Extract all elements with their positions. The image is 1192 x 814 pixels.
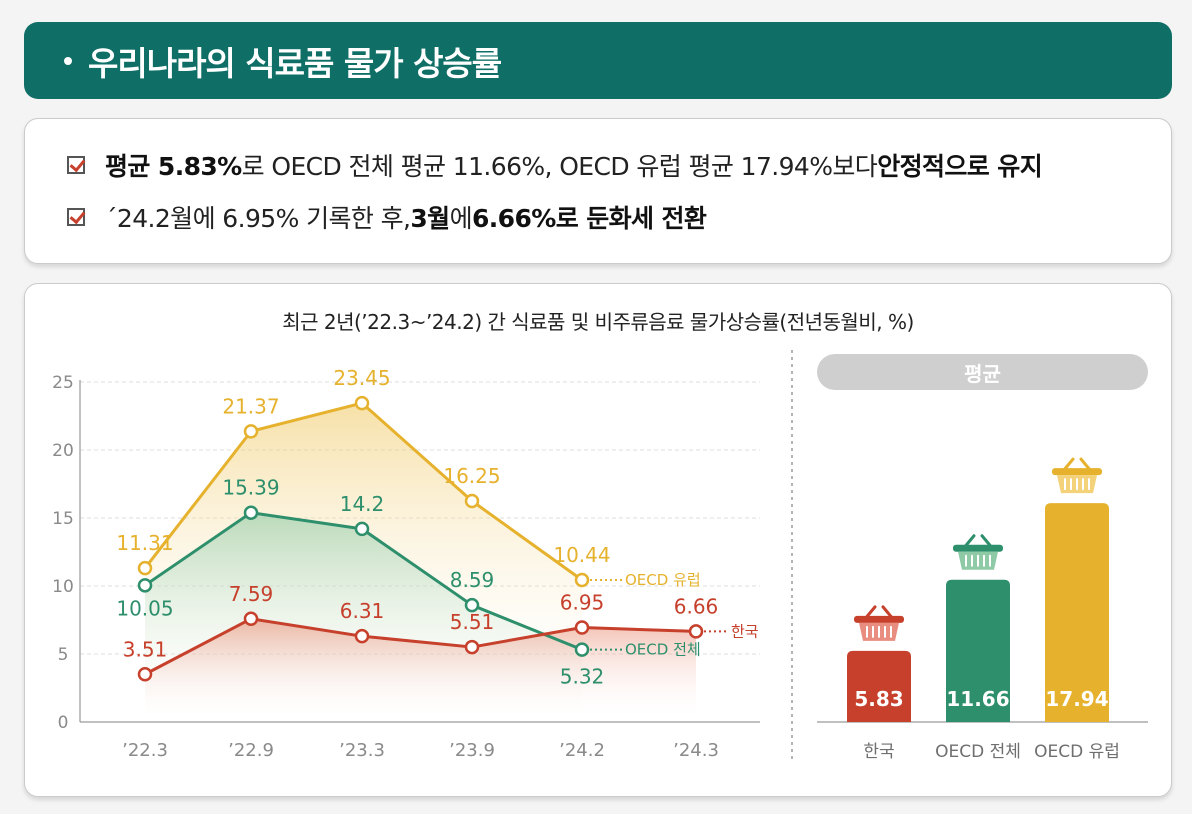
data-label: 3.51 xyxy=(123,637,168,661)
y-tick-label: 10 xyxy=(52,577,74,597)
basket-rim xyxy=(953,544,1003,552)
y-tick-label: 15 xyxy=(52,509,74,529)
x-tick-label: ’22.9 xyxy=(228,740,274,761)
data-label: 15.39 xyxy=(222,476,279,500)
avg-bar-value-label: 5.83 xyxy=(854,687,903,711)
series-line xyxy=(144,617,697,676)
x-tick-label: ’23.3 xyxy=(339,740,385,761)
data-point xyxy=(137,667,153,682)
x-tick-label: ’22.3 xyxy=(122,740,168,761)
data-label: 6.95 xyxy=(560,590,605,614)
bullet-1-text-bold-1: 평균 5.83% xyxy=(105,152,242,181)
bullet-2-text-bold-1: 3월 xyxy=(410,204,450,233)
data-point xyxy=(574,620,590,635)
basket-rim xyxy=(1052,468,1102,476)
data-point xyxy=(574,572,590,588)
page-title: 우리나라의 식료품 물가 상승률 xyxy=(88,43,502,83)
avg-bar xyxy=(946,579,1010,722)
data-point xyxy=(243,505,259,520)
avg-bar-value-label: 11.66 xyxy=(946,687,1009,711)
y-tick-label: 25 xyxy=(52,373,74,393)
data-point xyxy=(574,642,590,657)
data-label: 11.31 xyxy=(116,531,173,555)
header-bar: 우리나라의 식료품 물가 상승률 xyxy=(24,22,1172,99)
data-label: 21.37 xyxy=(222,394,279,418)
data-point xyxy=(137,578,153,593)
data-label: 10.05 xyxy=(116,596,173,620)
bullet-1-text-bold-2: 안정적으로 유지 xyxy=(877,152,1043,181)
series-legend-label: OECD 유럽 xyxy=(625,571,701,589)
bullet-2-text-1: ´24.2월에 6.95% 기록한 후, xyxy=(105,204,411,233)
summary-bullet-1: 평균 5.83% 로 OECD 전체 평균 11.66%, OECD 유럽 평균… xyxy=(67,139,1171,191)
data-label: 23.45 xyxy=(333,366,390,390)
bullet-dot-icon xyxy=(64,56,72,65)
data-point xyxy=(243,424,259,439)
avg-bar xyxy=(1045,503,1109,722)
data-point xyxy=(688,624,704,639)
data-label: 6.31 xyxy=(340,599,385,623)
bullet-2-text-2: 에 xyxy=(449,204,473,233)
chart-svg: 0 5 10 15 20 25 ’22.3 ’22.9 ’23.3 ’23.9 ’24.2 ’24.3… xyxy=(52,350,1148,762)
data-point xyxy=(464,597,480,613)
y-tick-label: 20 xyxy=(52,441,74,461)
data-point xyxy=(243,611,259,627)
y-tick-label: 5 xyxy=(58,645,69,665)
bullet-1-text: 로 OECD 전체 평균 11.66%, OECD 유럽 평균 17.94%보다 xyxy=(241,152,878,181)
data-label: 14.2 xyxy=(340,492,385,516)
x-tick-label: ’24.3 xyxy=(673,740,719,761)
checkbox-checked-icon xyxy=(67,156,85,174)
chart-title: 최근 2년(’22.3~’24.2) 간 식료품 및 비주류음료 물가상승률(전… xyxy=(282,310,914,334)
series-legend-label: 한국 xyxy=(731,622,759,640)
data-point xyxy=(354,521,370,537)
series-area xyxy=(145,618,696,722)
data-label: 10.44 xyxy=(553,543,610,567)
average-pill: 평균 xyxy=(817,354,1148,390)
basket-icon xyxy=(1052,457,1102,494)
x-tick-label: ’23.9 xyxy=(449,740,495,761)
avg-bar-category-label: 한국 xyxy=(863,742,894,762)
data-point xyxy=(354,628,370,644)
basket-icon xyxy=(953,534,1003,570)
data-point xyxy=(464,493,480,509)
y-tick-label: 0 xyxy=(58,713,69,733)
x-tick-label: ’24.2 xyxy=(559,740,605,761)
data-point xyxy=(354,395,370,411)
data-point xyxy=(137,560,153,576)
data-label: 8.59 xyxy=(450,568,495,592)
avg-bar-value-label: 17.94 xyxy=(1045,687,1108,711)
chart-panel: 최근 2년(’22.3~’24.2) 간 식료품 및 비주류음료 물가상승률(전… xyxy=(24,283,1172,797)
data-label: 16.25 xyxy=(443,464,500,488)
series-legend-label: OECD 전체 xyxy=(625,641,701,659)
summary-box: 평균 5.83% 로 OECD 전체 평균 11.66%, OECD 유럽 평균… xyxy=(24,118,1172,264)
data-label: 5.32 xyxy=(560,665,605,689)
checkbox-checked-icon xyxy=(67,208,85,226)
data-label: 6.66 xyxy=(674,594,719,618)
data-label: 7.59 xyxy=(229,582,274,606)
avg-bar xyxy=(847,650,911,722)
basket-rim xyxy=(854,615,904,623)
bullet-2-text-bold-2: 6.66%로 둔화세 전환 xyxy=(471,204,707,233)
avg-bar-category-label: OECD 전체 xyxy=(935,742,1021,762)
basket-icon xyxy=(854,605,904,641)
data-label: 5.51 xyxy=(450,610,495,634)
data-point xyxy=(464,639,480,655)
avg-bar-category-label: OECD 유럽 xyxy=(1034,742,1120,762)
summary-bullet-2: ´24.2월에 6.95% 기록한 후, 3월 에 6.66%로 둔화세 전환 xyxy=(67,191,1171,243)
